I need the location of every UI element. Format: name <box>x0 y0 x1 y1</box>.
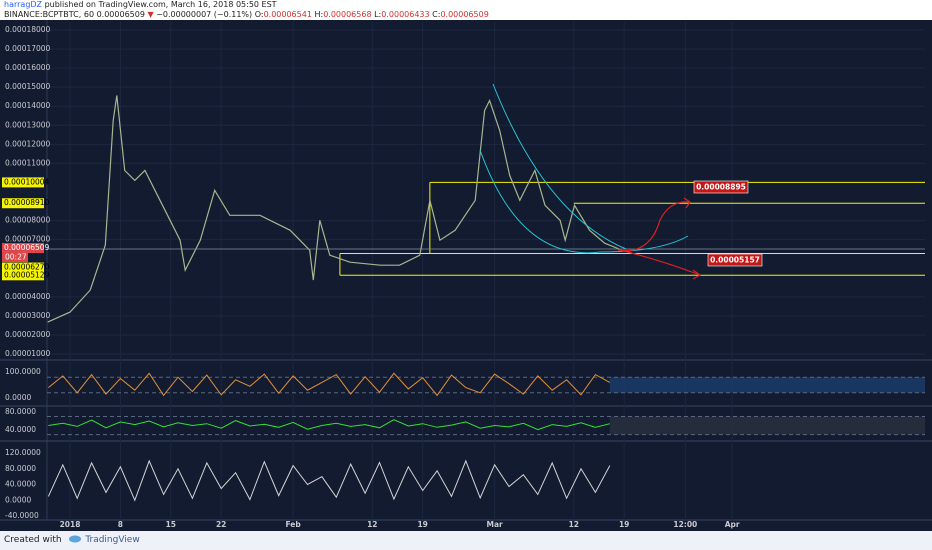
x-tick-label: 12:00 <box>673 520 697 529</box>
x-tick-label: Apr <box>725 520 740 529</box>
y-tick-label: 0.00004000 <box>5 292 51 301</box>
y-tick-label: 0.00003000 <box>5 311 51 320</box>
y-tick-label: 0.00002000 <box>5 330 51 339</box>
x-tick-label: 12 <box>367 520 377 529</box>
footer: Created with TradingView <box>0 531 932 550</box>
arrow-up <box>617 201 691 252</box>
arrow-head <box>692 269 702 280</box>
x-tick-label: 2018 <box>60 520 81 529</box>
brand-logo <box>69 535 82 543</box>
x-tick-label: Mar <box>487 520 504 529</box>
countdown: 00:27 <box>5 253 27 262</box>
y-tick-label: 0.00014000 <box>5 101 51 110</box>
y-tick-label: 0.00018000 <box>5 25 51 34</box>
change: −0.00000007 (−0.11%) <box>156 10 253 19</box>
price-label-box <box>2 262 44 273</box>
publish-line: harragDZ published on TradingView.com, M… <box>4 0 928 10</box>
y-tick-label: 0.00008000 <box>5 216 51 225</box>
price-label: 0.00006270 <box>4 263 50 272</box>
h: 0.00006568 <box>323 10 372 19</box>
l: 0.00006433 <box>381 10 430 19</box>
y-tick-label: 80.0000 <box>5 407 36 416</box>
o-label: O: <box>254 10 264 19</box>
price-label: 0.00008910 <box>4 198 50 207</box>
y-tick-label: 0.0000 <box>5 393 31 402</box>
band <box>609 416 925 435</box>
price-label-box <box>2 198 44 209</box>
series-line <box>48 372 611 397</box>
arrow-down <box>619 249 701 276</box>
series-line <box>48 419 610 431</box>
y-tick-label: 120.0000 <box>5 448 41 457</box>
price-label: 0.00006509 <box>4 243 50 252</box>
y-tick-label: 0.00011000 <box>5 158 51 167</box>
price-label-box <box>2 177 44 188</box>
y-tick-label: 40.0000 <box>5 480 36 489</box>
x-tick-label: 15 <box>166 520 176 529</box>
symbol-line: BINANCE:BCPTBTC, 60 0.00006509 ▼ −0.0000… <box>4 10 928 20</box>
x-tick-label: Feb <box>285 520 301 529</box>
l-label: L: <box>374 10 382 19</box>
chart: 2018 8 15 22 Feb 12 19 Mar 12 19 12:00 Apr 0.0001800… <box>0 20 932 531</box>
last: 0.00006509 <box>96 10 145 19</box>
x-tick-label: 19 <box>619 520 629 529</box>
price-label-box <box>2 243 44 254</box>
x-tick-label: 19 <box>417 520 427 529</box>
y-tick-label: 80.0000 <box>5 464 36 473</box>
arrow-head <box>683 197 691 209</box>
header: harragDZ published on TradingView.com, M… <box>4 0 928 20</box>
brand[interactable]: TradingView <box>85 535 140 545</box>
y-tick-label: 100.0000 <box>5 367 41 376</box>
annotation-box <box>693 180 749 194</box>
y-tick-label: 0.00013000 <box>5 120 51 129</box>
y-tick-label: -40.0000 <box>5 511 39 520</box>
created-with: Created with <box>4 535 62 545</box>
plot-layer: 2018 8 15 22 Feb 12 19 Mar 12 19 12:00 Apr 0.0001800… <box>2 22 925 529</box>
y-tick-label: 0.00012000 <box>5 139 51 148</box>
y-tick-label: 0.0000 <box>5 495 31 504</box>
arc-drawing <box>492 83 627 250</box>
arrow: ▼ <box>147 10 154 19</box>
c-label: C: <box>432 10 441 19</box>
y-tick-label: 40.0000 <box>5 425 36 434</box>
band <box>609 377 925 393</box>
price-label: 0.00010004 <box>4 177 50 186</box>
arc-drawing <box>479 149 689 254</box>
symbol: BINANCE:BCPTBTC, 60 <box>4 10 95 19</box>
y-tick-label: 0.00007000 <box>5 235 51 244</box>
x-tick-label: 8 <box>118 520 123 529</box>
published: published on TradingView.com, March 16, … <box>44 0 277 9</box>
annotation-box <box>707 253 763 267</box>
y-tick-label: 0.00016000 <box>5 63 51 72</box>
annotation: 0.00008895 <box>696 183 746 192</box>
annotation: 0.00005157 <box>710 256 760 265</box>
x-tick-label: 22 <box>216 520 226 529</box>
y-tick-label: 0.00001000 <box>5 349 51 358</box>
y-tick-label: 0.00017000 <box>5 44 51 53</box>
o: 0.00006541 <box>263 10 312 19</box>
c: 0.00006509 <box>440 10 489 19</box>
price-label: 0.00005129 <box>4 270 50 279</box>
countdown-box <box>2 253 28 263</box>
series-line <box>47 95 620 323</box>
h-label: H: <box>314 10 324 19</box>
y-tick-label: 0.00015000 <box>5 82 51 91</box>
price-label-box <box>2 270 44 281</box>
x-tick-label: 12 <box>569 520 579 529</box>
author[interactable]: harragDZ <box>4 0 43 9</box>
series-line <box>47 459 611 502</box>
